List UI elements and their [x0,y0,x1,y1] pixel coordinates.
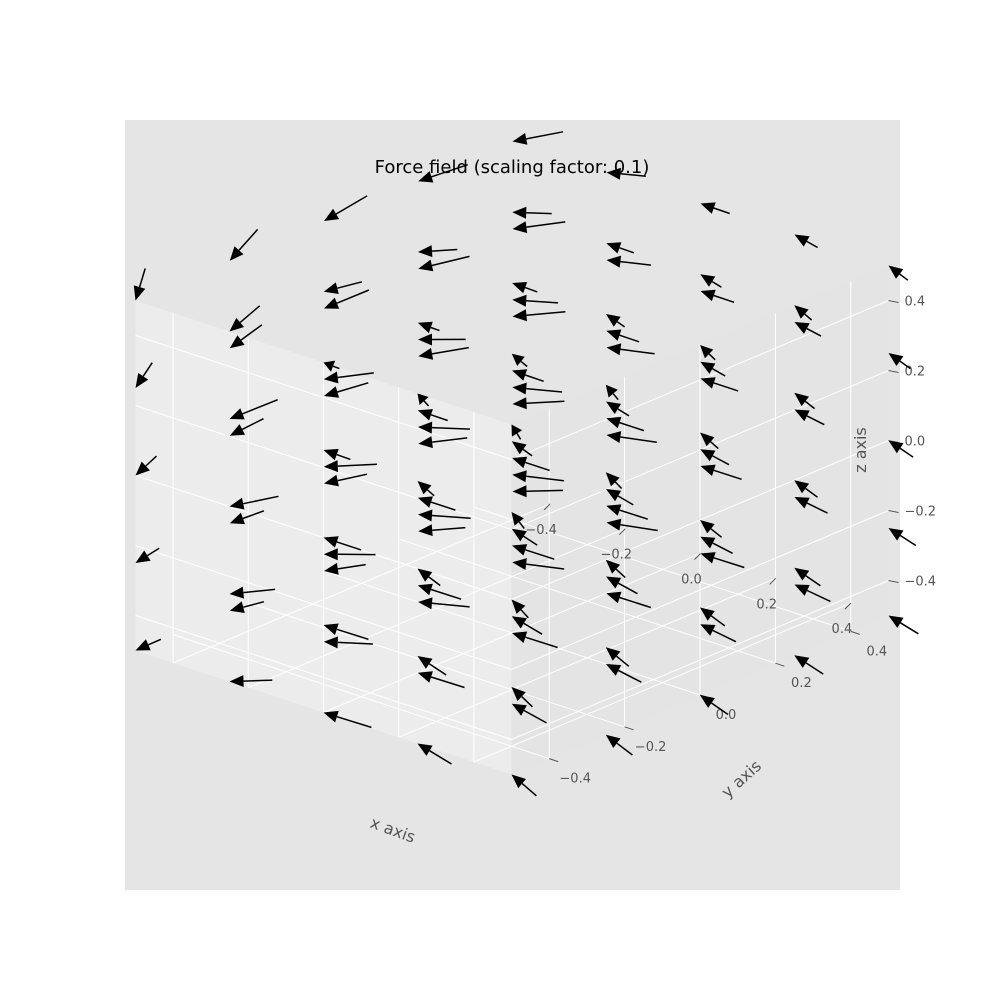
y-tick-label: 0.4 [866,644,887,659]
chart-title: Force field (scaling factor: 0.1) [375,157,650,178]
z-tick-label: −0.4 [905,575,937,590]
z-tick-label: 0.4 [905,295,926,310]
y-tick-label: 0.0 [716,708,737,723]
arrow-shaft [900,536,916,546]
arrow-shaft [244,680,273,681]
arrow-shaft [900,623,918,634]
arrow-shaft [526,213,552,214]
x-tick-label: 0.4 [832,622,853,637]
z-tick-label: −0.2 [905,505,937,520]
x-tick-label: −0.2 [601,548,633,563]
arrow-shaft [900,448,913,457]
arrow-shaft [527,490,564,491]
y-tick-label: 0.2 [791,676,812,691]
x-tick-label: 0.0 [681,573,702,588]
z-tick-label: 0.0 [905,435,926,450]
y-tick-label: −0.4 [559,772,591,787]
arrow-shaft [900,274,908,280]
y-tick-label: −0.2 [635,740,667,755]
x-tick-label: 0.2 [756,597,777,612]
x-tick-label: −0.4 [525,523,557,538]
z-axis-label: z axis [851,427,870,473]
